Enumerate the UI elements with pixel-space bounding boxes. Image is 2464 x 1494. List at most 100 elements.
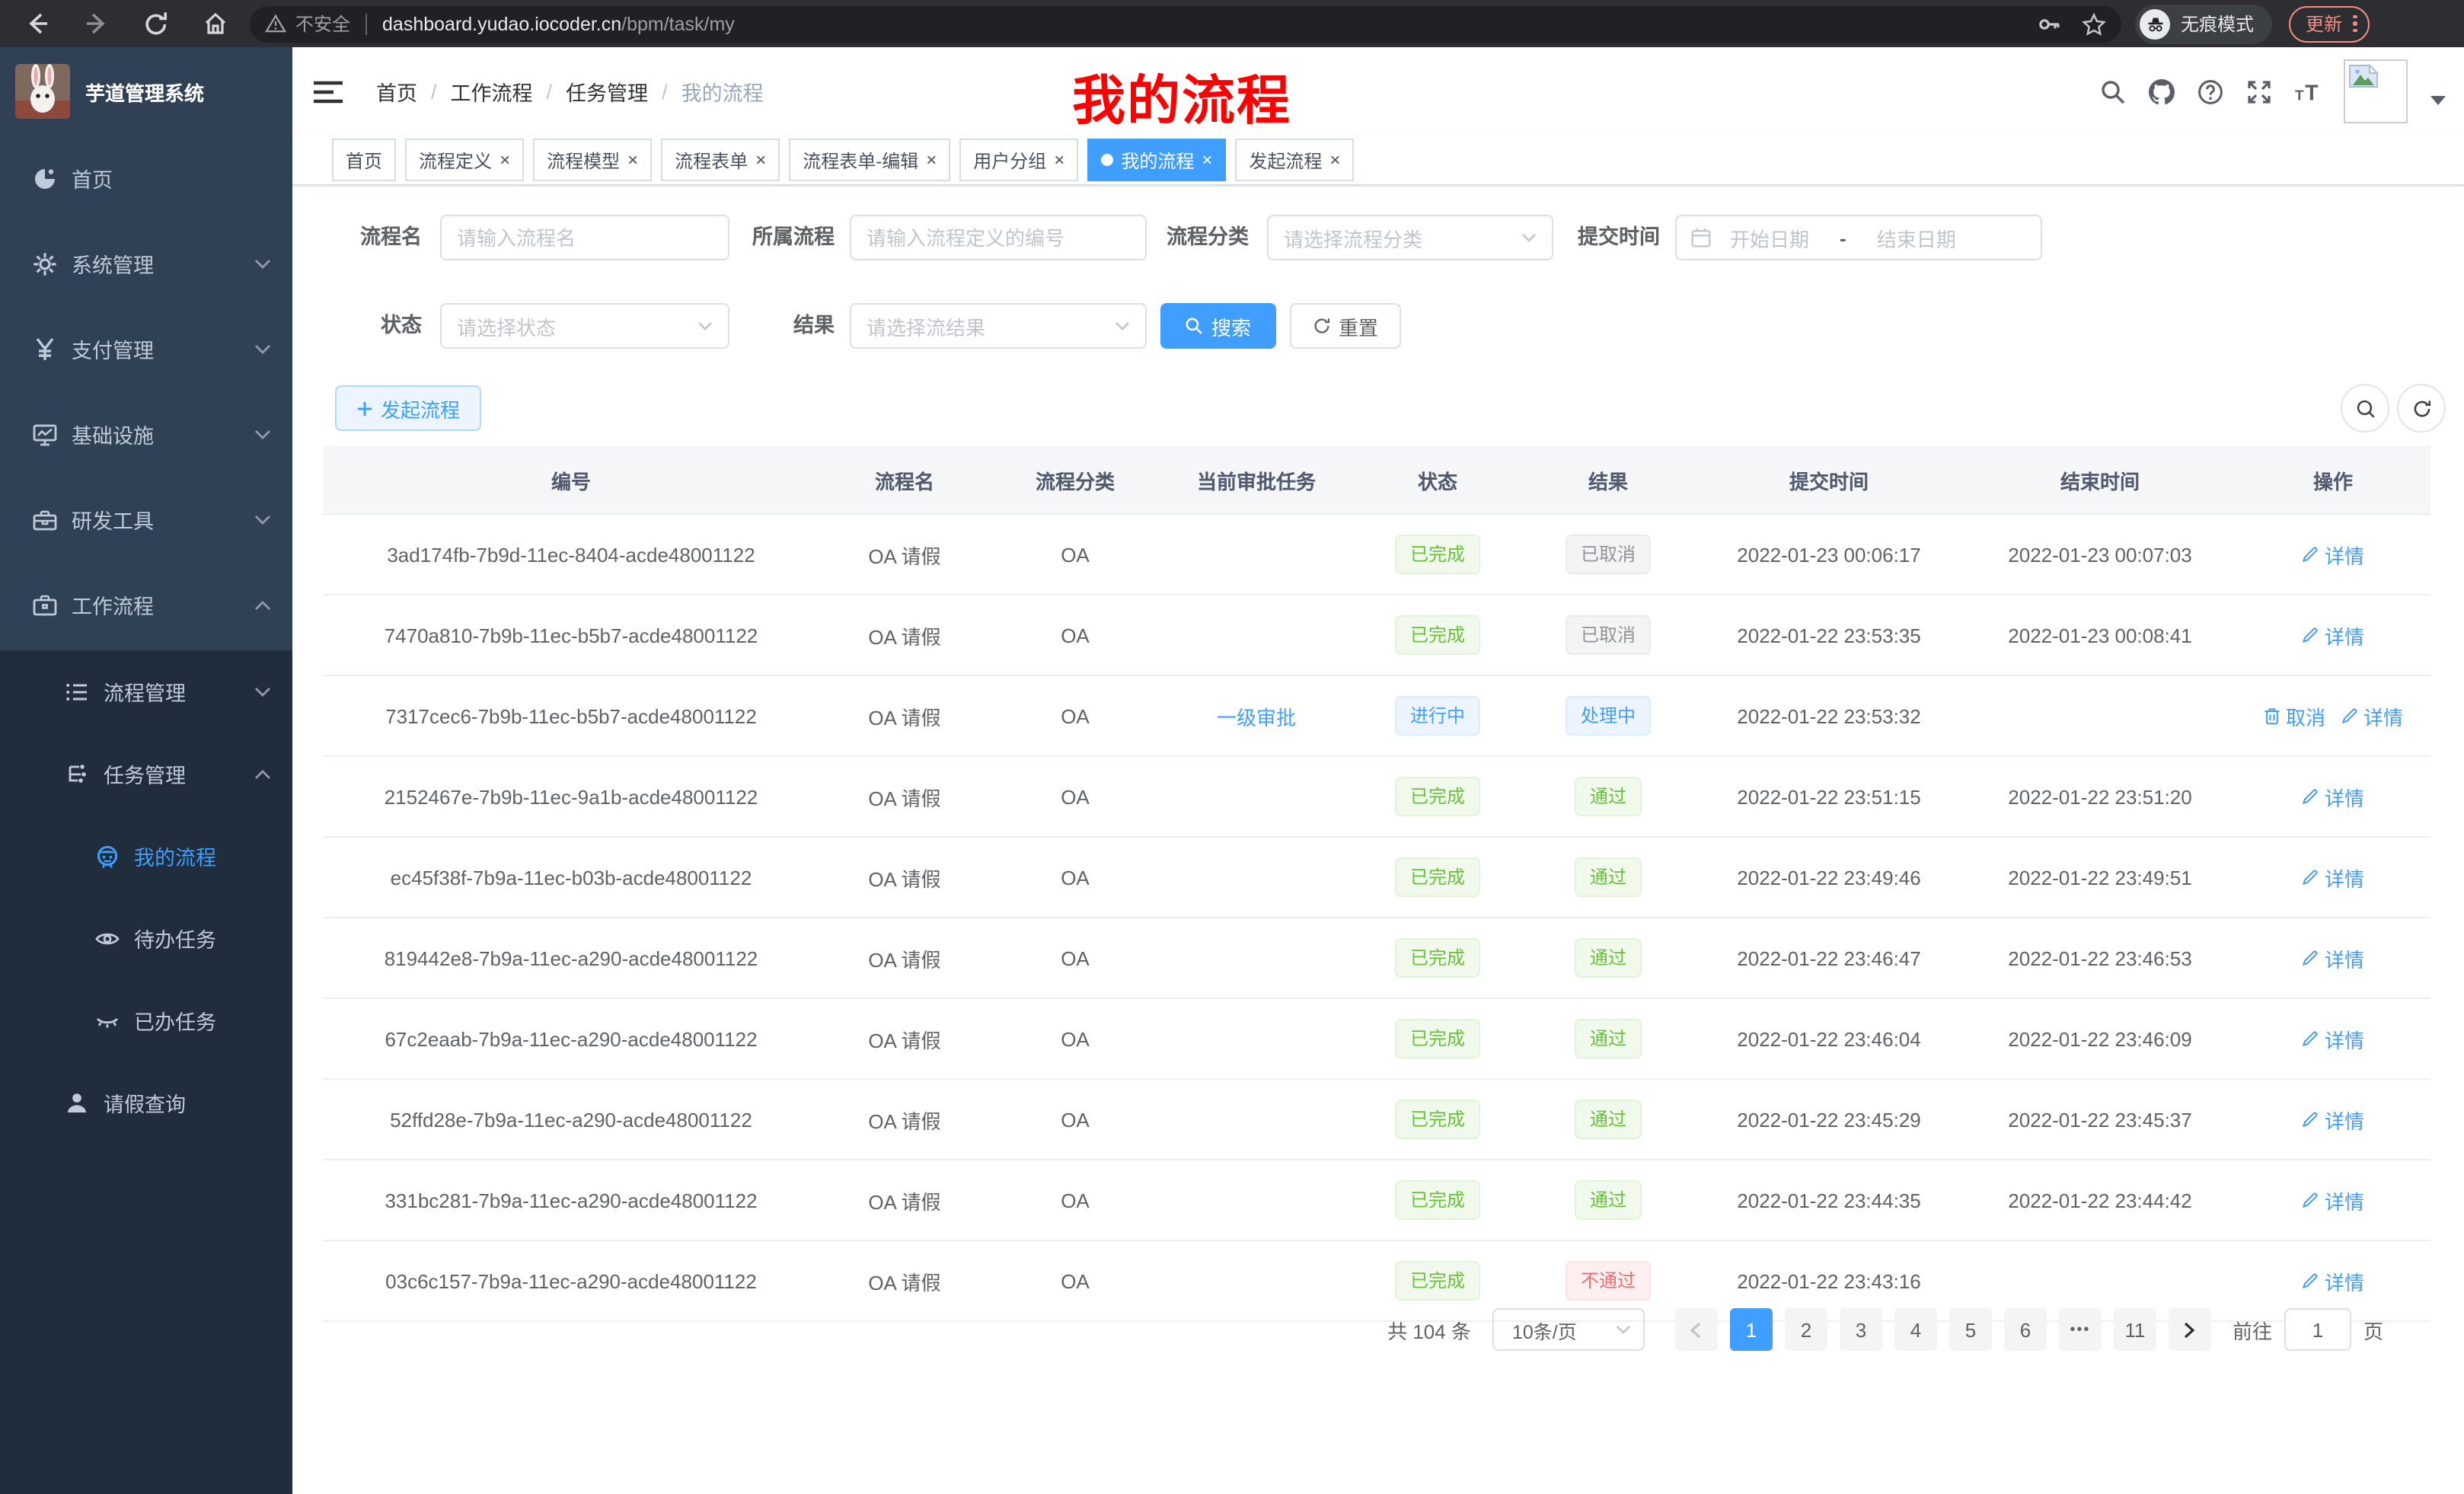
bookmark-star-icon[interactable] [2082, 11, 2106, 36]
close-icon[interactable]: × [1202, 149, 1213, 171]
chevron-right-icon [2185, 1321, 2196, 1338]
page-button-5[interactable]: 5 [1949, 1308, 1992, 1351]
sidebar-item-home[interactable]: 首页 [0, 136, 292, 221]
page-button-3[interactable]: 3 [1839, 1308, 1882, 1351]
address-bar[interactable]: 不安全 dashboard.yudao.iocoder.cn/bpm/task/… [250, 5, 2121, 42]
close-icon[interactable]: × [500, 149, 511, 171]
current-task-link[interactable]: 一级审批 [1216, 706, 1296, 729]
sidebar-item-done-tasks[interactable]: 已办任务 [0, 979, 292, 1061]
toggle-search-button[interactable] [2341, 384, 2389, 433]
chevron-up-icon [255, 600, 270, 609]
tab-start-process[interactable]: 发起流程 × [1235, 139, 1355, 181]
more-pages-button[interactable]: ••• [2058, 1308, 2102, 1351]
detail-link[interactable]: 详情 [2302, 782, 2364, 811]
chevron-down-icon [255, 687, 270, 696]
col-result: 结果 [1523, 446, 1693, 514]
detail-link[interactable]: 详情 [2302, 1186, 2364, 1215]
tab-process-form[interactable]: 流程表单 × [661, 139, 780, 181]
edit-icon [2303, 1192, 2319, 1208]
close-icon[interactable]: × [1329, 149, 1341, 171]
annotation-my-process: 我的流程 [1072, 72, 1292, 131]
process-name-input[interactable] [440, 215, 729, 260]
sidebar-item-payment[interactable]: 支付管理 [0, 306, 292, 391]
page-button-11[interactable]: 11 [2113, 1308, 2156, 1351]
prev-page-button[interactable] [1674, 1308, 1718, 1351]
password-key-icon[interactable] [2038, 11, 2062, 36]
tab-user-group[interactable]: 用户分组 × [959, 139, 1079, 181]
status-badge: 已完成 [1394, 777, 1480, 816]
result-badge: 通过 [1574, 777, 1642, 816]
refresh-table-button[interactable] [2397, 384, 2446, 433]
sidebar-item-infrastructure[interactable]: 基础设施 [0, 391, 292, 477]
trash-icon [2265, 708, 2280, 725]
sidebar-item-workflow[interactable]: 工作流程 [0, 562, 292, 647]
breadcrumb-home[interactable]: 首页 [376, 82, 417, 105]
back-icon[interactable] [24, 11, 50, 37]
help-icon[interactable] [2197, 78, 2223, 104]
active-dot [1101, 154, 1114, 166]
detail-link[interactable]: 详情 [2341, 701, 2403, 730]
sidebar-item-task-management[interactable]: 任务管理 [0, 733, 292, 815]
breadcrumb-task-management[interactable]: 任务管理 [566, 82, 649, 105]
tab-my-process[interactable]: 我的流程 × [1087, 139, 1227, 181]
close-icon[interactable]: × [1054, 149, 1065, 171]
reset-button[interactable]: 重置 [1290, 303, 1401, 349]
status-badge: 已完成 [1394, 1261, 1480, 1301]
close-icon[interactable]: × [755, 149, 767, 171]
detail-link[interactable]: 详情 [2302, 943, 2364, 972]
page-button-4[interactable]: 4 [1894, 1308, 1937, 1351]
avatar[interactable] [2344, 59, 2408, 123]
forward-icon[interactable] [84, 11, 110, 37]
fullscreen-icon[interactable] [2246, 78, 2272, 104]
status-badge: 已完成 [1394, 1180, 1480, 1220]
close-icon[interactable]: × [926, 149, 937, 171]
page-size-select[interactable]: 10条/页 [1492, 1308, 1645, 1351]
sidebar-item-my-process[interactable]: 我的流程 [0, 815, 292, 897]
sidebar-item-dev-tools[interactable]: 研发工具 [0, 477, 292, 562]
page-button-1[interactable]: 1 [1729, 1308, 1773, 1351]
tab-process-definition[interactable]: 流程定义 × [405, 139, 525, 181]
page-button-6[interactable]: 6 [2003, 1308, 2047, 1351]
detail-link[interactable]: 详情 [2302, 1024, 2364, 1053]
browser-menu-icon[interactable] [2353, 14, 2357, 33]
result-select[interactable]: 请选择流结果 [850, 303, 1147, 349]
submit-time-range-picker[interactable]: 开始日期 - 结束日期 [1675, 215, 2042, 260]
next-page-button[interactable] [2168, 1308, 2211, 1351]
parent-process-input[interactable] [850, 215, 1147, 260]
home-icon[interactable] [203, 11, 228, 37]
table-row: 819442e8-7b9a-11ec-a290-acde48001122 OA … [323, 918, 2430, 999]
avatar-dropdown-caret[interactable] [2430, 96, 2446, 105]
sidebar-collapse-icon[interactable] [314, 80, 343, 103]
category-select[interactable]: 请选择流程分类 [1267, 215, 1553, 260]
search-icon[interactable] [2100, 78, 2126, 104]
sidebar-item-leave-query[interactable]: 请假查询 [0, 1061, 292, 1144]
start-process-button[interactable]: 发起流程 [335, 385, 481, 431]
tab-home[interactable]: 首页 [332, 139, 397, 181]
detail-link[interactable]: 详情 [2302, 1105, 2364, 1134]
detail-link[interactable]: 详情 [2302, 1266, 2364, 1295]
chrome-update-button[interactable]: 更新 [2289, 5, 2370, 42]
app-logo[interactable]: 芋道管理系统 [0, 47, 292, 136]
browser-toolbar: 不安全 dashboard.yudao.iocoder.cn/bpm/task/… [0, 0, 2464, 47]
submit-time-label: 提交时间 [1578, 225, 1660, 248]
detail-link[interactable]: 详情 [2302, 863, 2364, 892]
status-select[interactable]: 请选择状态 [440, 303, 729, 349]
breadcrumb-workflow[interactable]: 工作流程 [450, 82, 533, 105]
sidebar-item-system[interactable]: 系统管理 [0, 221, 292, 306]
tab-process-model[interactable]: 流程模型 × [533, 139, 653, 181]
cancel-link[interactable]: 取消 [2263, 701, 2325, 730]
detail-link[interactable]: 详情 [2302, 540, 2364, 569]
reload-icon[interactable] [143, 11, 169, 37]
pagination-total: 共 104 条 [1387, 1320, 1471, 1342]
search-button[interactable]: 搜索 [1160, 303, 1276, 349]
result-badge: 通过 [1574, 1180, 1642, 1220]
github-icon[interactable] [2149, 78, 2175, 104]
sidebar-item-process-management[interactable]: 流程管理 [0, 650, 292, 733]
goto-page-input[interactable] [2284, 1308, 2351, 1351]
detail-link[interactable]: 详情 [2302, 621, 2364, 650]
page-button-2[interactable]: 2 [1784, 1308, 1827, 1351]
tab-process-form-edit[interactable]: 流程表单-编辑 × [789, 139, 951, 181]
close-icon[interactable]: × [627, 149, 639, 171]
sidebar-item-todo-tasks[interactable]: 待办任务 [0, 897, 292, 979]
